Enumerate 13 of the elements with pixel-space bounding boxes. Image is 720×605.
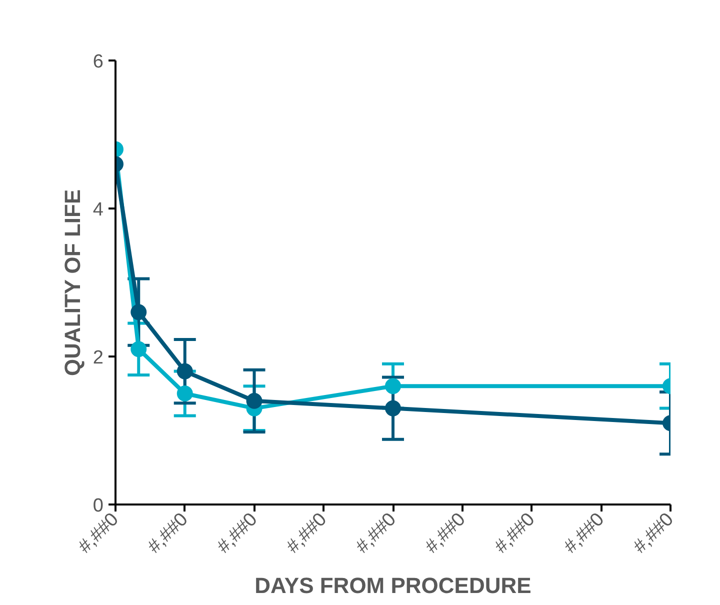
point — [385, 378, 401, 394]
point — [130, 341, 147, 358]
point — [246, 392, 262, 409]
point — [176, 386, 193, 402]
y-tick-label: 6 — [92, 52, 104, 72]
point — [176, 363, 193, 380]
y-axis-title: QUALITY OF LIFE — [60, 189, 85, 376]
point — [130, 304, 147, 320]
y-tick-label: 0 — [92, 496, 104, 516]
y-tick-label: 2 — [92, 348, 104, 368]
y-tick-label: 4 — [92, 200, 104, 220]
x-axis-title: DAYS FROM PROCEDURE — [254, 572, 532, 598]
point — [385, 400, 401, 416]
